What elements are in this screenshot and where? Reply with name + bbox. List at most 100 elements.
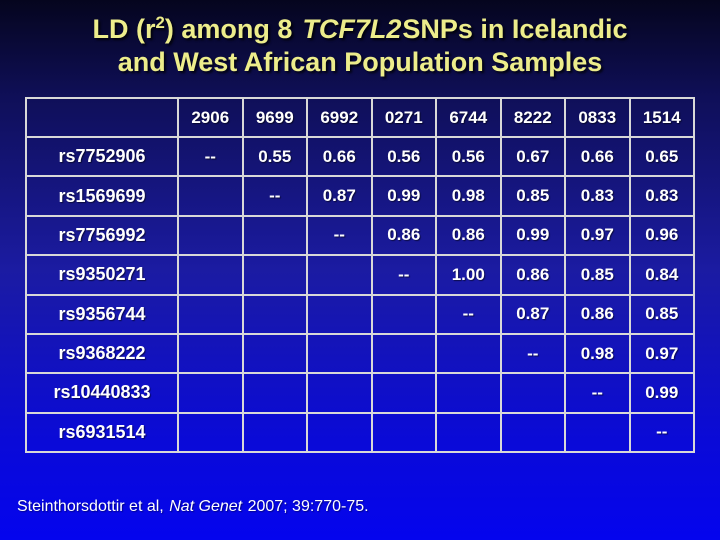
table-header-cell: 6744	[436, 98, 501, 137]
slide-title: LD (r2) among 8 TCF7L2SNPs in Icelandic a…	[20, 13, 700, 79]
ld-value-cell	[307, 373, 372, 413]
citation-text-2: 2007; 39:770-75.	[243, 498, 369, 515]
ld-value-cell: 0.83	[565, 176, 630, 216]
ld-value-cell	[178, 176, 243, 216]
ld-value-cell	[242, 373, 307, 413]
table-row: rs9368222 -- 0.98 0.97	[26, 333, 694, 374]
ld-value-cell: 0.87	[307, 176, 372, 216]
table-header-row: 2906 9699 6992 0271 6744 8222 0833 1514	[26, 98, 694, 137]
ld-value-cell: --	[500, 333, 565, 374]
ld-value-cell: 0.85	[629, 294, 694, 334]
ld-value-cell: 0.67	[500, 137, 565, 177]
ld-value-cell: 0.98	[436, 176, 501, 216]
ld-value-cell	[436, 373, 501, 413]
row-label: rs9368222	[26, 333, 178, 374]
ld-value-cell: 0.56	[371, 137, 436, 177]
ld-value-cell: 0.97	[629, 333, 694, 374]
table-corner-cell	[26, 98, 178, 137]
row-label: rs7752906	[26, 137, 178, 177]
ld-value-cell	[371, 294, 436, 334]
table-header-cell: 0833	[565, 98, 630, 137]
table-row: rs9356744 -- 0.87 0.86 0.85	[26, 294, 694, 334]
ld-value-cell	[436, 333, 501, 374]
title-text-4: and West African Population Samples	[117, 46, 603, 77]
ld-value-cell	[436, 412, 501, 452]
ld-value-cell: 0.65	[629, 137, 694, 177]
ld-value-cell	[371, 373, 436, 413]
ld-value-cell: --	[629, 412, 694, 452]
ld-value-cell: 0.99	[629, 373, 694, 413]
table-header-cell: 2906	[178, 98, 243, 137]
ld-value-cell: --	[436, 294, 501, 334]
ld-value-cell	[242, 215, 307, 256]
title-text-2: ) among 8	[164, 14, 293, 44]
ld-value-cell	[307, 294, 372, 334]
table-header-cell: 9699	[242, 98, 307, 137]
citation: Steinthorsdottir et al, Nat Genet 2007; …	[17, 498, 369, 516]
ld-value-cell	[565, 412, 630, 452]
ld-value-cell	[500, 373, 565, 413]
ld-value-cell: 0.97	[565, 215, 630, 256]
table-row: rs9350271 -- 1.00 0.86 0.85 0.84	[26, 255, 694, 295]
ld-value-cell: --	[307, 215, 372, 256]
ld-value-cell	[307, 412, 372, 452]
ld-value-cell: 0.66	[307, 137, 372, 177]
ld-value-cell: --	[178, 137, 243, 177]
table-header-cell: 6992	[307, 98, 372, 137]
ld-value-cell: 0.86	[565, 294, 630, 334]
ld-value-cell	[178, 255, 243, 295]
ld-value-cell: --	[242, 176, 307, 216]
ld-value-cell	[178, 333, 243, 374]
ld-value-cell: 0.98	[565, 333, 630, 374]
ld-value-cell	[242, 294, 307, 334]
ld-value-cell: --	[565, 373, 630, 413]
table-row: rs7752906 -- 0.55 0.66 0.56 0.56 0.67 0.66 0.65	[26, 137, 694, 177]
journal-name: Nat Genet	[169, 498, 243, 515]
ld-value-cell: 0.55	[242, 137, 307, 177]
row-label: rs1569699	[26, 176, 178, 216]
ld-value-cell	[178, 215, 243, 256]
table-head: 2906 9699 6992 0271 6744 8222 0833 1514	[26, 98, 694, 137]
ld-value-cell	[242, 333, 307, 374]
ld-value-cell: 0.66	[565, 137, 630, 177]
ld-value-cell	[307, 333, 372, 374]
citation-text-1: Steinthorsdottir et al,	[17, 498, 169, 515]
ld-value-cell: 0.96	[629, 215, 694, 256]
ld-value-cell	[178, 294, 243, 334]
table-body: rs7752906 -- 0.55 0.66 0.56 0.56 0.67 0.66 0.65 r…	[26, 137, 694, 452]
ld-value-cell	[307, 255, 372, 295]
ld-value-cell: 0.87	[500, 294, 565, 334]
ld-value-cell	[500, 412, 565, 452]
row-label: rs6931514	[26, 412, 178, 452]
ld-value-cell: 0.83	[629, 176, 694, 216]
ld-value-cell: 0.86	[500, 255, 565, 295]
table-row: rs10440833 -- 0.99	[26, 373, 694, 413]
ld-value-cell: 0.85	[565, 255, 630, 295]
ld-value-cell: 0.85	[500, 176, 565, 216]
ld-value-cell: 0.86	[371, 215, 436, 256]
table-row: rs1569699 -- 0.87 0.99 0.98 0.85 0.83 0.83	[26, 176, 694, 216]
ld-value-cell	[178, 412, 243, 452]
row-label: rs9356744	[26, 294, 178, 334]
table-row: rs6931514 --	[26, 412, 694, 452]
ld-value-cell: 0.86	[436, 215, 501, 256]
title-text-3: SNPs in Icelandic	[402, 14, 628, 44]
row-label: rs7756992	[26, 215, 178, 256]
title-superscript: 2	[155, 13, 165, 32]
ld-value-cell	[178, 373, 243, 413]
ld-value-cell: 0.56	[436, 137, 501, 177]
table-header-cell: 8222	[500, 98, 565, 137]
ld-value-cell: 0.99	[371, 176, 436, 216]
ld-value-cell: 1.00	[436, 255, 501, 295]
table-header-cell: 0271	[371, 98, 436, 137]
ld-value-cell	[371, 412, 436, 452]
ld-value-cell: --	[371, 255, 436, 295]
ld-value-cell	[371, 333, 436, 374]
ld-value-cell	[242, 255, 307, 295]
ld-value-cell: 0.99	[500, 215, 565, 256]
table-header-cell: 1514	[629, 98, 694, 137]
gene-name: TCF7L2	[302, 14, 402, 44]
table-row: rs7756992 -- 0.86 0.86 0.99 0.97 0.96	[26, 215, 694, 256]
ld-value-cell	[242, 412, 307, 452]
